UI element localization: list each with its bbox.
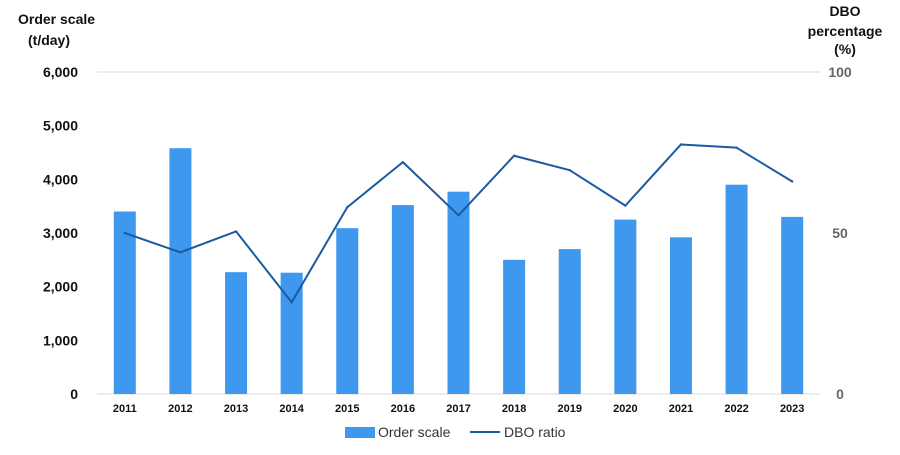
point-dbo-ratio-2013 [234, 230, 238, 233]
bar-order-scale-2022 [725, 184, 748, 394]
bar-order-scale-2020 [614, 219, 637, 394]
legend-swatch-order-scale [345, 427, 375, 438]
left-axis-tick-label: 2,000 [43, 279, 78, 295]
left-axis-tick-label: 0 [70, 386, 78, 402]
point-dbo-ratio-2017 [457, 214, 460, 217]
point-dbo-ratio-2011 [123, 231, 127, 235]
x-axis-tick-label: 2015 [335, 403, 359, 415]
left-axis-title-line2: (t/day) [28, 32, 70, 48]
bar-order-scale-2019 [558, 249, 581, 394]
left-axis-tick-label: 1,000 [43, 332, 78, 348]
bar-order-scale-2016 [391, 205, 414, 394]
point-dbo-ratio-2018 [512, 154, 516, 157]
bar-order-scale-2018 [503, 259, 526, 394]
right-axis-tick-label: 100 [828, 64, 852, 80]
point-dbo-ratio-2023 [790, 180, 794, 183]
legend-label-order-scale: Order scale [378, 424, 451, 440]
x-axis-tick-label: 2012 [168, 403, 192, 415]
right-axis-title-line1: DBO [829, 3, 860, 19]
x-axis-tick-label: 2019 [557, 403, 581, 415]
x-axis-tick-label: 2017 [446, 403, 470, 415]
point-dbo-ratio-2022 [735, 146, 738, 149]
right-axis-title-line2: percentage [808, 23, 883, 39]
bar-order-scale-2021 [669, 237, 692, 394]
left-axis-tick-label: 5,000 [43, 118, 78, 134]
left-axis-tick-label: 6,000 [43, 64, 78, 80]
bar-order-scale-2017 [447, 191, 470, 394]
legend-label-dbo-ratio: DBO ratio [504, 424, 566, 440]
line-layer [123, 143, 794, 304]
x-axis-tick-label: 2011 [113, 403, 137, 415]
bar-order-scale-2023 [781, 216, 804, 394]
point-dbo-ratio-2014 [290, 301, 293, 304]
right-axis-tick-label: 0 [836, 386, 844, 402]
bar-layer [113, 148, 804, 394]
x-axis-tick-label: 2018 [502, 403, 526, 415]
bar-order-scale-2011 [113, 211, 136, 394]
legend: Order scale DBO ratio [345, 424, 566, 440]
right-axis-tick-label: 50 [832, 225, 848, 241]
bar-order-scale-2015 [336, 228, 359, 394]
point-dbo-ratio-2015 [346, 206, 349, 209]
x-axis-tick-label: 2022 [724, 403, 748, 415]
point-dbo-ratio-2019 [568, 169, 571, 172]
x-axis-tick-label: 2013 [224, 403, 248, 415]
x-axis-tick-label: 2020 [613, 403, 637, 415]
tick-layer: 0 1,000 2,000 3,000 4,000 5,000 6,000 0 50 100 201… [43, 64, 852, 415]
left-axis-title-line1: Order scale [18, 11, 95, 27]
bar-order-scale-2013 [225, 272, 248, 394]
point-dbo-ratio-2016 [401, 160, 405, 164]
point-dbo-ratio-2012 [179, 251, 182, 254]
x-axis-tick-label: 2014 [279, 403, 304, 415]
right-axis-title-line3: (%) [834, 41, 856, 57]
x-axis-tick-label: 2023 [780, 403, 804, 415]
bar-order-scale-2014 [280, 272, 303, 394]
left-axis-tick-label: 3,000 [43, 225, 78, 241]
point-dbo-ratio-2020 [624, 204, 627, 207]
bar-order-scale-2012 [169, 148, 192, 394]
x-axis-tick-label: 2021 [669, 403, 693, 415]
point-dbo-ratio-2021 [679, 143, 683, 146]
x-axis-tick-label: 2016 [391, 403, 415, 415]
left-axis-tick-label: 4,000 [43, 171, 78, 187]
